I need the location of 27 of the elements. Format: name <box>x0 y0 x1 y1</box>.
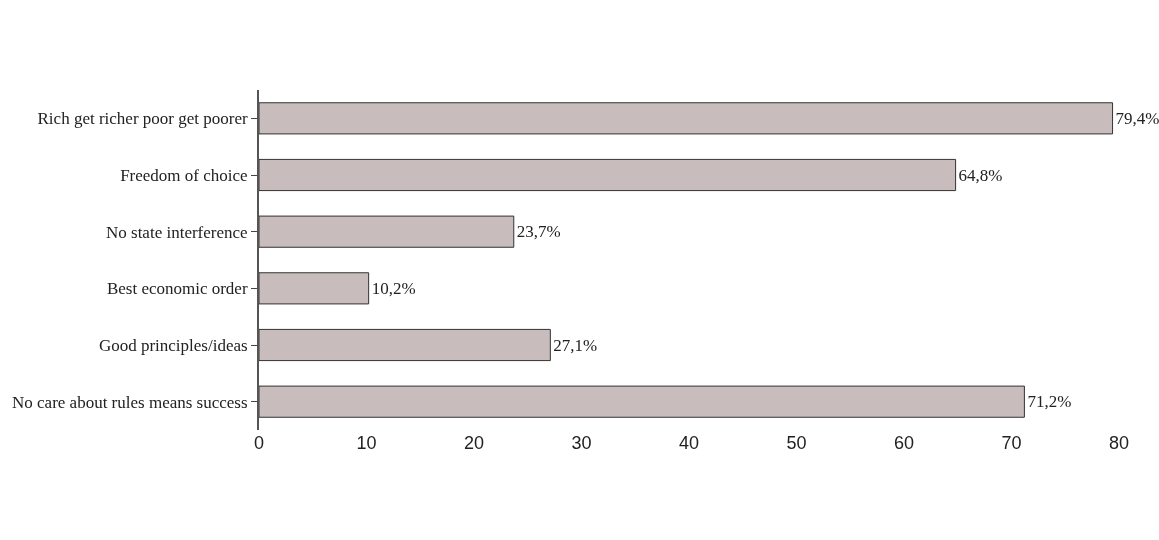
x-tick-label: 0 <box>253 433 265 453</box>
data-label: 10,2% <box>371 278 416 298</box>
x-tick-label: 50 <box>786 433 807 453</box>
y-tick-label: Freedom of choice <box>120 165 248 185</box>
bar <box>259 215 515 248</box>
x-tick-label: 60 <box>893 433 915 453</box>
bar <box>259 102 1114 135</box>
y-tick-label: No state interference <box>106 222 248 242</box>
x-tick-label: 30 <box>571 433 592 453</box>
y-tick-label: Good principles/ideas <box>98 335 248 355</box>
x-tick-label: 40 <box>678 433 700 453</box>
bar <box>259 328 551 362</box>
data-label: 27,1% <box>553 335 598 355</box>
x-tick-label: 20 <box>463 433 485 453</box>
y-tick-label: Best economic order <box>106 279 248 299</box>
data-label: 79,4% <box>1115 108 1159 128</box>
x-tick-label: 10 <box>356 433 377 453</box>
y-tick-label: Rich get richer poor get poorer <box>37 109 248 129</box>
bar <box>259 272 370 305</box>
data-label: 71,2% <box>1027 392 1072 412</box>
x-tick-label: 80 <box>1108 433 1130 453</box>
data-label: 64,8% <box>958 165 1003 185</box>
x-tick-label: 70 <box>1001 433 1022 453</box>
bar <box>259 158 957 192</box>
y-tick-label: No care about rules means success <box>12 392 248 412</box>
bar <box>259 385 1025 418</box>
data-label: 23,7% <box>516 222 561 242</box>
